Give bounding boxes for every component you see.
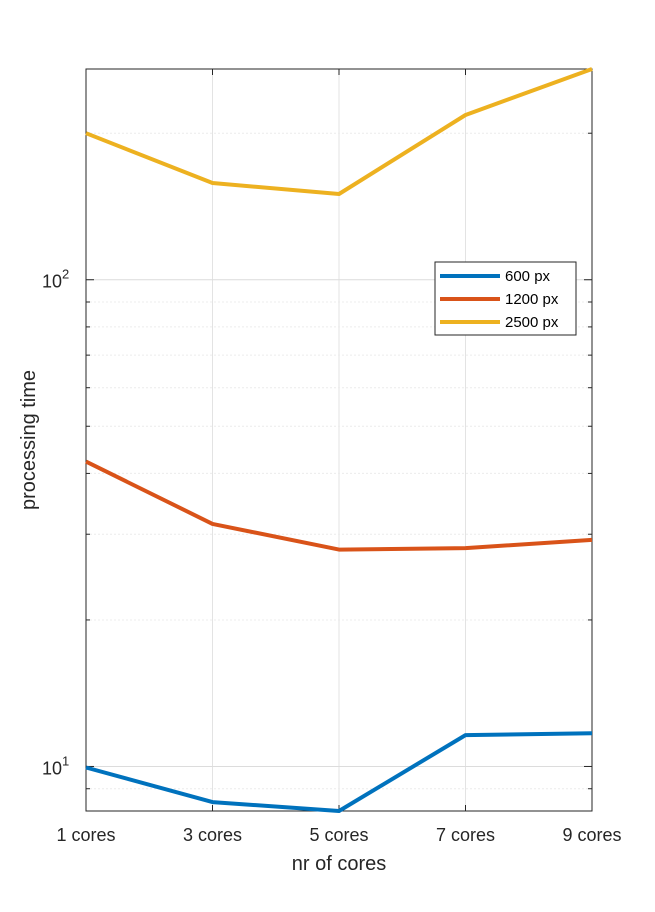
legend-label: 1200 px [505, 291, 559, 308]
x-tick-label: 7 cores [436, 825, 495, 845]
x-tick-labels: 1 cores 3 cores 5 cores 7 cores 9 cores [56, 825, 621, 845]
legend-label: 600 px [505, 268, 551, 285]
y-tick-labels: 101 102 [42, 267, 69, 779]
y-axis-label: processing time [18, 370, 40, 510]
x-tick-label: 5 cores [309, 825, 368, 845]
x-axis-label: nr of cores [292, 853, 386, 875]
series-line-1200-px [85, 459, 593, 552]
legend-label: 2500 px [505, 314, 559, 331]
series-line-600-px [85, 731, 593, 813]
x-tick-label: 9 cores [562, 825, 621, 845]
y-tick-label: 101 [42, 753, 69, 778]
series-line-2500-px [85, 67, 593, 196]
x-tick-label: 1 cores [56, 825, 115, 845]
legend: 600 px 1200 px 2500 px [434, 261, 577, 336]
y-tick-label: 102 [42, 267, 69, 292]
series-lines [85, 67, 593, 813]
axis-ticks [85, 69, 593, 811]
grid-lines [86, 69, 592, 811]
x-tick-label: 3 cores [183, 825, 242, 845]
